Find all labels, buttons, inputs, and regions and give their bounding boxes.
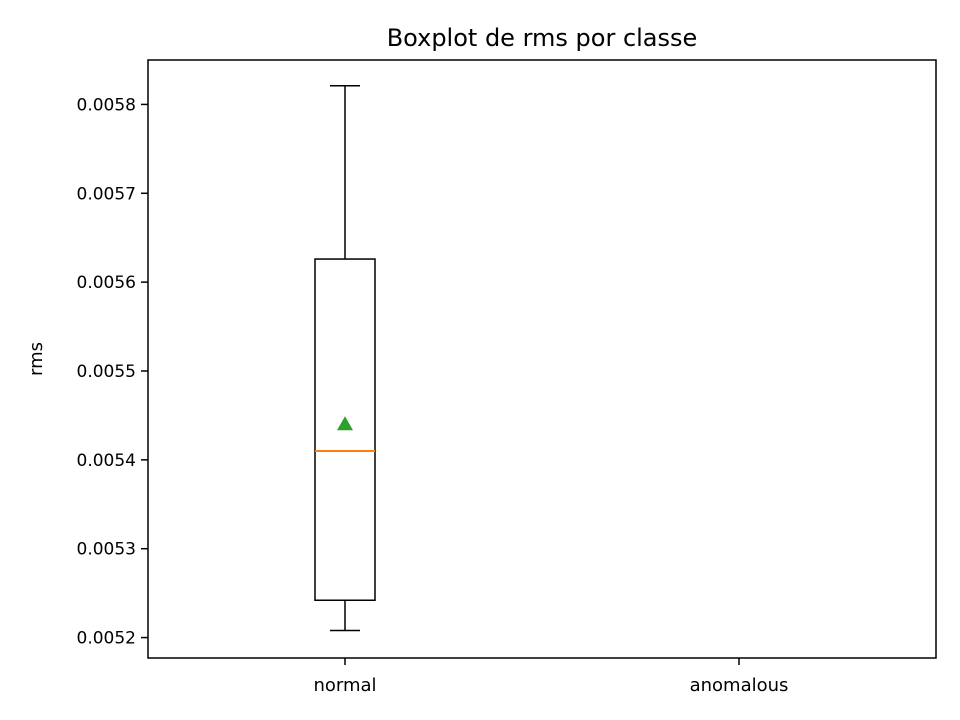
x-tick-label: normal	[313, 675, 376, 696]
y-axis-label: rms	[26, 342, 47, 376]
mean-marker	[337, 416, 353, 431]
y-tick-label: 0.0058	[77, 95, 136, 115]
y-tick-label: 0.0056	[77, 273, 136, 293]
chart-title: Boxplot de rms por classe	[387, 24, 698, 52]
box-series	[314, 85, 376, 632]
x-axis: normal anomalous	[313, 658, 788, 696]
interquartile-box	[314, 258, 376, 601]
y-tick-label: 0.0052	[77, 629, 136, 649]
y-tick-label: 0.0057	[77, 184, 136, 204]
y-tick-label: 0.0054	[77, 451, 136, 471]
y-tick-label: 0.0053	[77, 540, 136, 560]
x-tick-label: anomalous	[690, 675, 789, 696]
plot-area	[147, 59, 937, 659]
y-tick-label: 0.0055	[77, 362, 136, 382]
y-axis: 0.0052 0.0053 0.0054 0.0055 0.0056 0.0057 0.00…	[77, 95, 148, 649]
